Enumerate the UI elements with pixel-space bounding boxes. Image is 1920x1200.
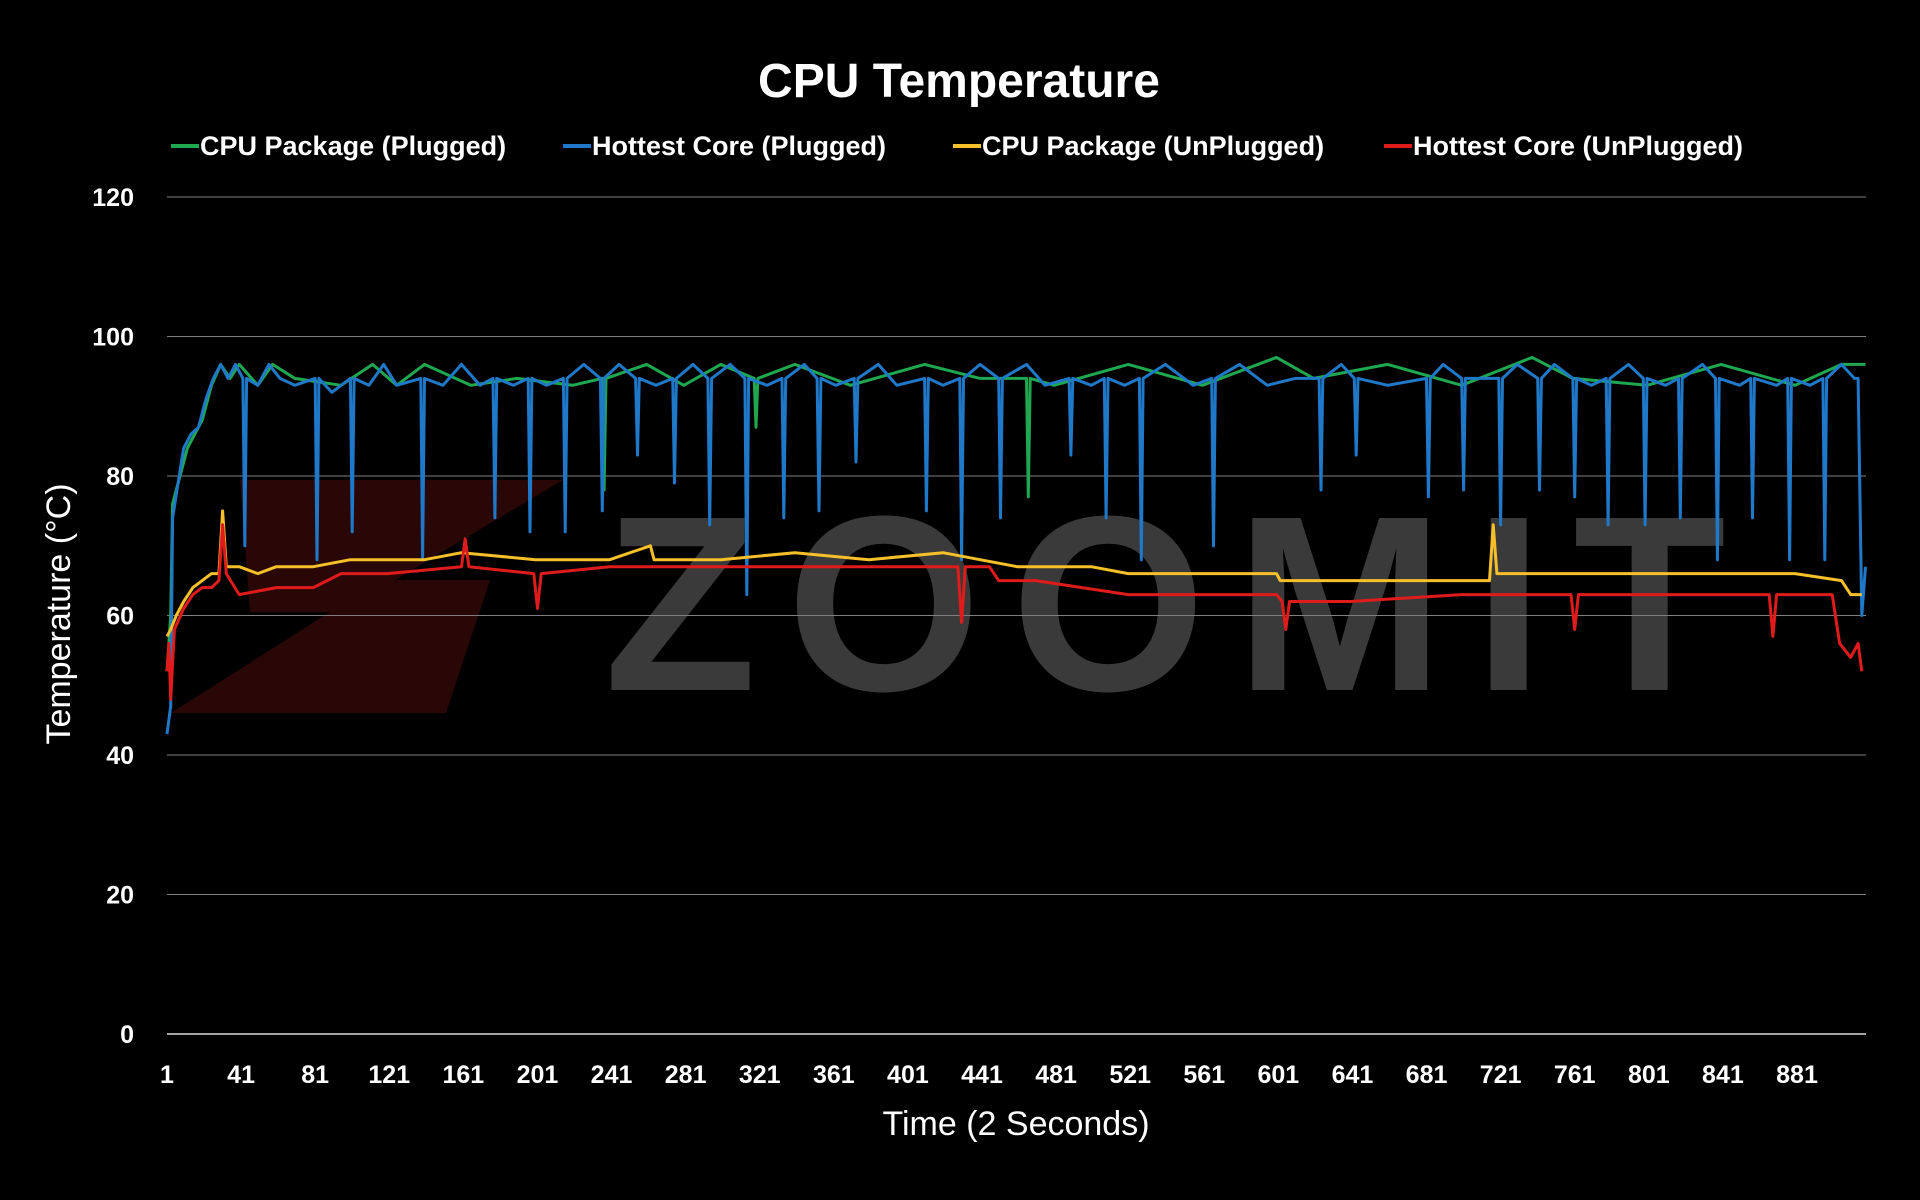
y-tick-label: 0 [120,1021,134,1049]
series-lines [165,355,1867,735]
x-tick-label: 761 [1554,1061,1596,1089]
legend-item[interactable]: Hottest Core (Plugged) [563,131,886,161]
legend-label: Hottest Core (UnPlugged) [1413,131,1743,161]
y-tick-label: 60 [106,603,134,631]
x-tick-label: 521 [1109,1061,1151,1089]
y-tick-label: 40 [106,742,134,770]
y-axis-title: Temperature (°C) [40,483,78,744]
legend-label: Hottest Core (Plugged) [592,131,886,161]
x-tick-label: 361 [813,1061,855,1089]
y-axis-ticks: 0 20 40 60 80 100 120 [92,184,134,1049]
x-tick-label: 201 [517,1061,559,1089]
legend: CPU Package (Plugged) Hottest Core (Plugg… [171,131,1743,161]
y-tick-label: 80 [106,463,134,491]
watermark-z-logo [171,480,563,713]
x-tick-label: 641 [1332,1061,1374,1089]
x-tick-label: 441 [961,1061,1003,1089]
y-tick-label: 20 [106,882,134,910]
legend-item[interactable]: CPU Package (UnPlugged) [953,131,1324,161]
x-tick-label: 841 [1702,1061,1744,1089]
x-axis-ticks: 1 41 81 121 161 201 241 281 321 361 401 441 481 521 56… [160,1061,1818,1089]
y-tick-label: 120 [92,184,134,212]
legend-item[interactable]: Hottest Core (UnPlugged) [1384,131,1743,161]
x-tick-label: 281 [665,1061,707,1089]
legend-item[interactable]: CPU Package (Plugged) [171,131,506,161]
series-line-hottest-core-unplugged [165,523,1864,701]
legend-label: CPU Package (Plugged) [200,131,506,161]
x-tick-label: 41 [227,1061,255,1089]
x-tick-label: 601 [1258,1061,1300,1089]
x-tick-label: 1 [160,1061,174,1089]
x-tick-label: 321 [739,1061,781,1089]
x-tick-label: 721 [1480,1061,1522,1089]
chart-title: CPU Temperature [758,55,1160,108]
series-line-hottest-core-plugged [165,362,1867,735]
watermark-text: ZOOMIT [604,464,1756,743]
x-tick-label: 561 [1183,1061,1225,1089]
x-tick-label: 241 [591,1061,633,1089]
x-tick-label: 681 [1406,1061,1448,1089]
gridlines [167,196,1866,1035]
x-tick-label: 881 [1776,1061,1818,1089]
x-tick-label: 161 [443,1061,485,1089]
x-axis-title: Time (2 Seconds) [882,1105,1149,1143]
x-tick-label: 401 [887,1061,929,1089]
x-tick-label: 801 [1628,1061,1670,1089]
x-tick-label: 481 [1035,1061,1077,1089]
y-tick-label: 100 [92,324,134,352]
x-tick-label: 121 [368,1061,410,1089]
x-tick-label: 81 [301,1061,329,1089]
legend-label: CPU Package (UnPlugged) [982,131,1324,161]
